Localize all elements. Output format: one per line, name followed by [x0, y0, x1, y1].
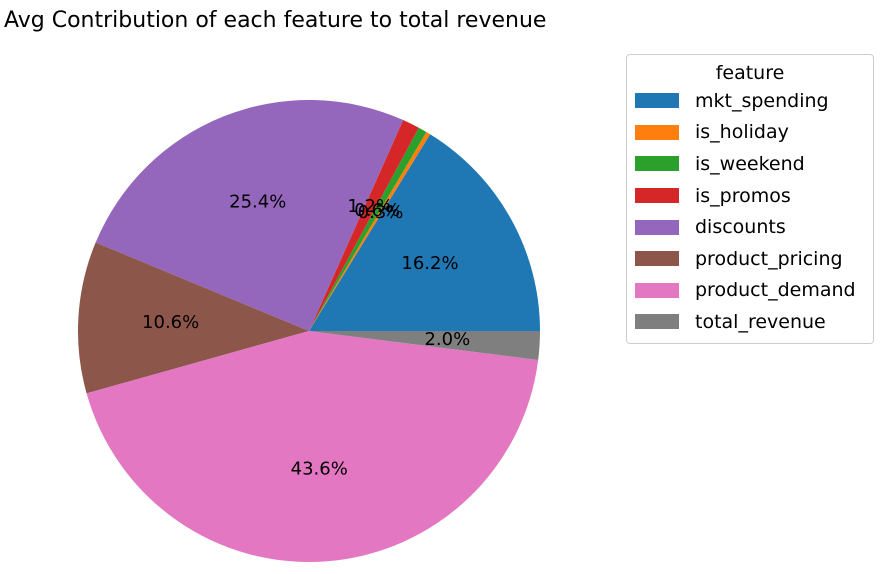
- legend-label: product_pricing: [695, 247, 843, 270]
- legend-item-total-revenue: total_revenue: [627, 306, 873, 338]
- pie-slice-is-holiday: [309, 132, 431, 331]
- legend-label: total_revenue: [695, 310, 826, 333]
- legend-label: discounts: [695, 216, 786, 239]
- pie-label-discounts: 25.4%: [229, 192, 286, 213]
- pie-label-product-demand: 43.6%: [291, 459, 348, 480]
- legend-label: is_holiday: [695, 121, 789, 144]
- legend-item-product-pricing: product_pricing: [627, 243, 873, 275]
- legend-item-is-promos: is_promos: [627, 180, 873, 212]
- legend-swatch: [635, 93, 679, 109]
- pie-label-product-pricing: 10.6%: [142, 312, 199, 333]
- legend-item-product-demand: product_demand: [627, 275, 873, 307]
- pie-slice-discounts: [95, 99, 404, 331]
- pie-label-mkt-spending: 16.2%: [401, 253, 458, 274]
- pie-slice-product-pricing: [78, 242, 309, 394]
- pie-slice-total-revenue: [309, 331, 540, 360]
- pie-label-is-promos: 1.2%: [347, 196, 393, 217]
- pie-label-is-weekend: 0.6%: [354, 200, 400, 221]
- legend: feature mkt_spending is_holiday is_weekend…: [626, 54, 874, 344]
- pie-slices: [78, 99, 540, 562]
- pie-slice-mkt-spending: [309, 134, 540, 331]
- legend-title: feature: [715, 62, 785, 84]
- legend-item-is-holiday: is_holiday: [627, 117, 873, 149]
- legend-swatch: [635, 282, 679, 298]
- pie-label-is-holiday: 0.3%: [358, 202, 404, 223]
- legend-swatch: [635, 219, 679, 235]
- legend-item-is-weekend: is_weekend: [627, 148, 873, 180]
- pie-slice-is-weekend: [309, 127, 427, 331]
- legend-swatch: [635, 124, 679, 140]
- pie-slice-is-promos: [309, 120, 419, 331]
- chart-title: Avg Contribution of each feature to tota…: [4, 8, 547, 33]
- legend-swatch: [635, 156, 679, 172]
- legend-label: product_demand: [695, 279, 856, 302]
- pie-slice-product-demand: [86, 331, 539, 562]
- legend-swatch: [635, 251, 679, 267]
- legend-swatch: [635, 314, 679, 330]
- legend-label: is_weekend: [695, 152, 805, 175]
- legend-item-mkt-spending: mkt_spending: [627, 85, 873, 117]
- legend-label: mkt_spending: [695, 89, 829, 112]
- pie-label-total-revenue: 2.0%: [424, 329, 470, 350]
- legend-item-discounts: discounts: [627, 211, 873, 243]
- pie-labels: 16.2% 0.3%0.6%1.2% 25.4% 10.6% 43.6% 2.0%: [142, 192, 470, 480]
- legend-swatch: [635, 188, 679, 204]
- legend-items: mkt_spending is_holiday is_weekend is_promo…: [627, 85, 873, 338]
- legend-label: is_promos: [695, 184, 791, 207]
